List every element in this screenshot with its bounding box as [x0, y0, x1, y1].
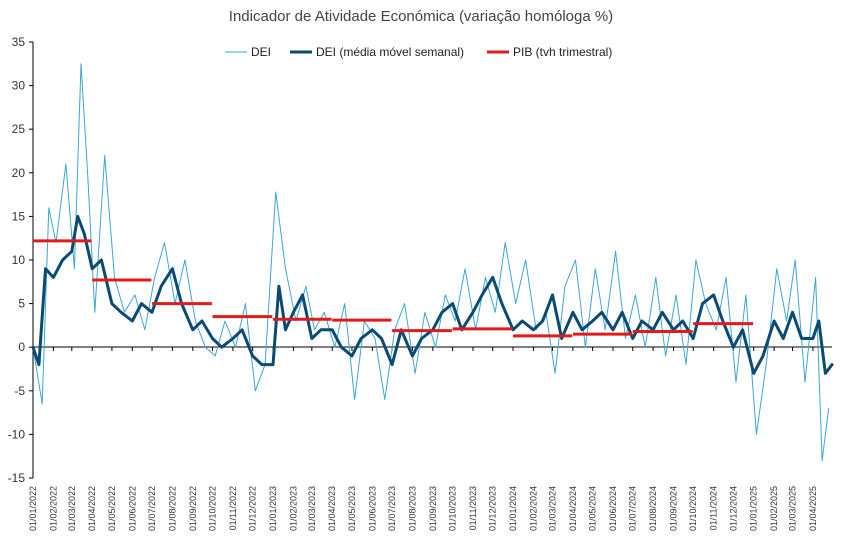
x-tick-label: 01/04/2024 [568, 486, 578, 531]
y-tick-label: 5 [18, 297, 25, 311]
x-tick-label: 01/05/2022 [107, 486, 117, 531]
x-tick-label: 01/09/2023 [428, 486, 438, 531]
x-tick-label: 01/11/2024 [709, 486, 719, 530]
y-tick-label: 35 [12, 35, 26, 49]
x-tick-label: 01/08/2023 [407, 486, 417, 531]
x-tick-label: 01/03/2025 [788, 486, 798, 531]
x-tick-label: 01/07/2022 [147, 486, 157, 531]
series-line-dei-moving-average [31, 214, 834, 375]
x-tick-label: 01/03/2022 [67, 486, 77, 531]
y-tick-label: -15 [8, 471, 26, 485]
x-tick-label: 01/02/2024 [528, 486, 538, 531]
series-pib [33, 239, 754, 338]
x-tick-label: 01/09/2022 [188, 486, 198, 531]
x-tick-label: 01/12/2023 [488, 486, 498, 531]
x-tick-label: 01/10/2022 [208, 486, 218, 531]
x-tick-label: 01/03/2023 [307, 486, 317, 531]
y-tick-label: 0 [18, 340, 25, 354]
x-tick-label: 01/02/2022 [48, 486, 58, 531]
x-tick-label: 01/11/2023 [468, 486, 478, 530]
x-tick-label: 01/05/2024 [588, 486, 598, 531]
series-line-dei [32, 63, 830, 462]
x-tick-label: 01/08/2022 [167, 486, 177, 531]
chart-title: Indicador de Atividade Económica (variaç… [229, 8, 613, 25]
x-tick-label: 01/06/2022 [127, 486, 137, 531]
y-tick-label: 15 [12, 209, 26, 223]
y-tick-label: 25 [12, 122, 26, 136]
x-tick-label: 01/06/2023 [367, 486, 377, 531]
x-tick-label: 01/04/2023 [327, 486, 337, 531]
x-tick-label: 01/04/2025 [808, 486, 818, 531]
x-tick-label: 01/03/2024 [548, 486, 558, 531]
legend-label-pib: PIB (tvh trimestral) [513, 45, 612, 59]
x-tick-label: 01/12/2022 [248, 486, 258, 531]
x-tick-label: 01/10/2023 [448, 486, 458, 531]
x-tick-label: 01/05/2023 [347, 486, 357, 531]
x-tick-label: 01/02/2025 [769, 486, 779, 531]
legend: DEI DEI (média móvel semanal) PIB (tvh t… [225, 45, 612, 59]
x-tick-label: 01/12/2024 [728, 486, 738, 531]
x-tick-label: 01/01/2023 [268, 486, 278, 531]
y-tick-label: -5 [14, 384, 25, 398]
x-tick-label: 01/08/2024 [648, 486, 658, 531]
series-dei-moving-average [31, 214, 834, 375]
x-tick-label: 01/01/2022 [28, 486, 38, 531]
x-tick-label: 01/06/2024 [608, 486, 618, 531]
x-tick-label: 01/07/2023 [387, 486, 397, 531]
y-tick-label: -10 [8, 427, 26, 441]
x-tick-label: 01/02/2023 [288, 486, 298, 531]
y-tick-label: 30 [12, 79, 26, 93]
x-tick-label: 01/10/2024 [688, 486, 698, 531]
y-tick-label: 10 [12, 253, 26, 267]
x-tick-label: 01/01/2024 [508, 486, 518, 531]
legend-label-dei: DEI [251, 45, 271, 59]
x-tick-label: 01/01/2025 [749, 486, 759, 531]
series-dei [32, 63, 830, 462]
y-tick-label: 20 [12, 166, 26, 180]
x-tick-label: 01/07/2024 [628, 486, 638, 531]
axes: -15 -10 -5 0 5 10 15 20 25 30 35 01/01/2022 01/02/20… [8, 35, 832, 531]
x-tick-label: 01/11/2022 [228, 486, 238, 530]
x-tick-label: 01/09/2024 [669, 486, 679, 531]
x-tick-label: 01/04/2022 [87, 486, 97, 531]
legend-label-dei-moving-average: DEI (média móvel semanal) [316, 45, 464, 59]
